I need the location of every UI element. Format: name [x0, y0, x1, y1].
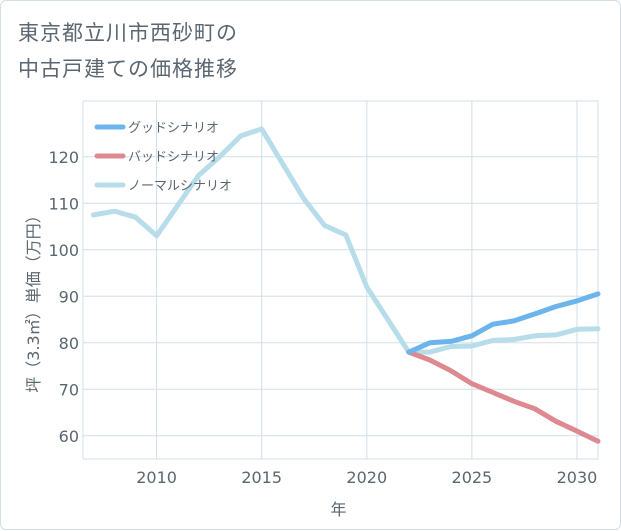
y-tick-label: 110 [48, 194, 79, 213]
x-tick-label: 2015 [241, 468, 282, 487]
x-axis-ticks: 2010 2015 2020 2025 2030 [136, 468, 597, 487]
y-tick-label: 70 [59, 380, 79, 399]
chart-title-line-2: 中古戸建ての価格推移 [18, 57, 238, 81]
y-axis-label: 坪（3.3㎡）単価（万円） [24, 207, 43, 392]
series-line-normal [91, 126, 601, 355]
chart-title: 東京都立川市西砂町の 中古戸建ての価格推移 [18, 15, 238, 87]
y-tick-label: 60 [59, 427, 79, 446]
y-tick-label: 80 [59, 334, 79, 353]
legend-label-normal: ノーマルシナリオ [128, 179, 232, 194]
grid [82, 100, 599, 460]
y-axis-ticks: 60 70 80 90 100 110 120 [48, 148, 79, 446]
y-tick-label: 100 [48, 241, 79, 260]
legend-label-good: グッドシナリオ [128, 121, 219, 136]
series-lines [91, 126, 601, 444]
plot-frame [82, 100, 599, 460]
y-tick-label: 120 [48, 148, 79, 167]
chart-title-line-1: 東京都立川市西砂町の [18, 21, 238, 45]
x-axis-label: 年 [330, 500, 346, 519]
x-tick-label: 2010 [136, 468, 177, 487]
series-line-bad [406, 349, 601, 444]
x-tick-label: 2030 [557, 468, 598, 487]
x-tick-label: 2020 [346, 468, 387, 487]
x-tick-label: 2025 [452, 468, 493, 487]
series-line-good [406, 291, 601, 355]
legend-label-bad: バッドシナリオ [128, 150, 219, 165]
y-tick-label: 90 [59, 287, 79, 306]
